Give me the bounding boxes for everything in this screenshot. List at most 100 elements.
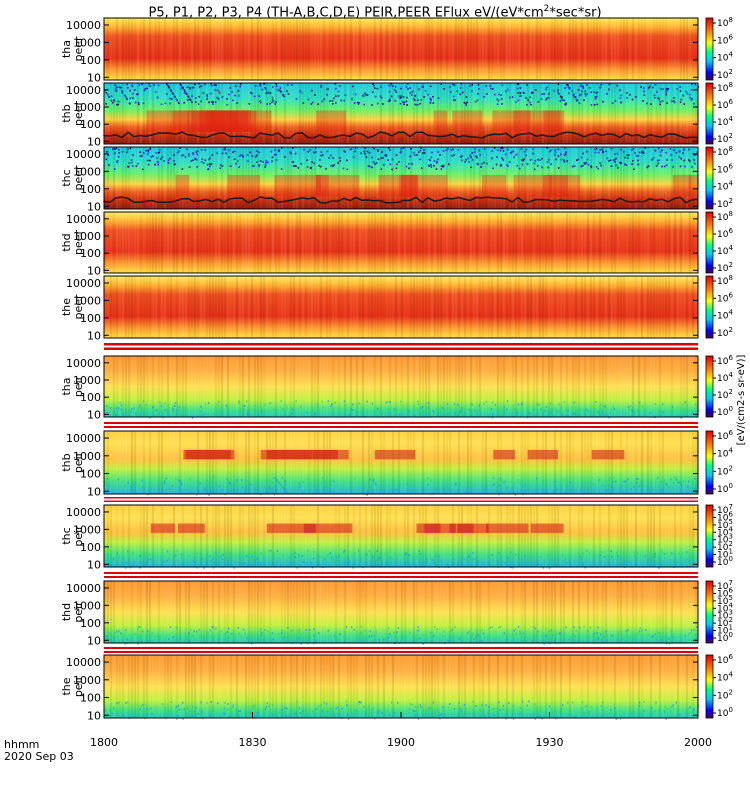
ylabel-line: peir [72, 375, 85, 397]
spectrogram-panel-tha-peer: 10000 1000 100 10 tha peer 108 106 104 102 [60, 16, 733, 84]
ylabel-line: thd [60, 233, 73, 251]
ytick-label: 10 [87, 329, 101, 342]
ylabel-line: the [60, 298, 73, 316]
colorbar-tha-peir: 106 104 102 100 [705, 354, 733, 418]
colorbar-tick-label: 104 [717, 371, 733, 384]
xtick-label: 2000 [684, 736, 712, 749]
title-superscript: 2 [543, 4, 550, 14]
ytick-label: 1000 [73, 165, 101, 178]
colorbar-thc-peer: 108 106 104 102 [705, 145, 733, 210]
ytick-label: 1000 [73, 230, 101, 243]
ylabel-line: peer [72, 36, 85, 62]
ytick-label: 1000 [73, 374, 101, 387]
ytick-label: 100 [80, 54, 101, 67]
colorbar-tick-label: 102 [717, 261, 733, 274]
colorbar-tick-label: 105 [717, 594, 733, 607]
colorbar-tick-label: 105 [717, 518, 733, 531]
ytick-label: 10 [87, 71, 101, 84]
colorbar-tick-label: 104 [717, 601, 733, 614]
ytick-label: 1000 [73, 674, 101, 687]
ylabel-line: the [60, 677, 73, 695]
ylabel-line: thb [60, 453, 73, 471]
title-tail: *sec*sr) [549, 5, 602, 21]
colorbar-unit-label: [eV/(cm2-s sr-eV)] [736, 354, 747, 445]
data-gap-bar [104, 497, 698, 502]
colorbar-tick-label: 100 [717, 631, 733, 644]
colorbar-tick-label: 102 [717, 326, 733, 339]
colorbar-tick-label: 104 [717, 51, 733, 64]
ytick-label: 100 [80, 312, 101, 325]
ytick-label: 1000 [73, 523, 101, 536]
colorbar-tick-label: 108 [717, 16, 733, 29]
colorbar-tick-label: 106 [717, 33, 733, 46]
colorbar-tick-label: 106 [717, 429, 733, 442]
colorbar-thb-peer: 108 106 104 102 [705, 81, 733, 145]
colorbar-tick-label: 104 [717, 115, 733, 128]
colorbar-tick-label: 102 [717, 388, 733, 401]
ytick-label: 1000 [73, 599, 101, 612]
ylabel-line: peer [72, 230, 85, 256]
ytick-label: 100 [80, 391, 101, 404]
ytick-label: 100 [80, 118, 101, 131]
ytick-label: 1000 [73, 294, 101, 307]
chart-title: P5, P1, P2, P3, P4 (TH-A,B,C,D,E) PEIR,P… [0, 0, 750, 22]
ytick-label: 100 [80, 541, 101, 554]
colorbar-tick-label: 101 [717, 548, 733, 561]
ytick-label: 10000 [66, 582, 101, 595]
colorbar-tick-label: 104 [717, 525, 733, 538]
colorbar-tick-label: 100 [717, 706, 733, 719]
ytick-label: 10 [87, 485, 101, 498]
ylabel-line: thd [60, 603, 73, 621]
ytick-label: 10 [87, 558, 101, 571]
spectrogram-panel-the-peir: 10000 1000 100 10 the peir 106 104 102 100 [60, 653, 733, 722]
spectrogram-panel-thc-peer: 10000 1000 100 10 thc peer 108 106 104 102 [60, 145, 733, 213]
ylabel-line: thc [60, 169, 73, 186]
spectrogram-panel-thd-peer: 10000 1000 100 10 thd peer 108 106 104 102 [60, 210, 733, 277]
spectrogram-panel-thb-peir: 10000 1000 100 10 thb peir 106 104 102 100 [60, 429, 733, 498]
colorbar-tha-peer: 108 106 104 102 [705, 16, 733, 81]
ytick-label: 10000 [66, 84, 101, 97]
colorbar-tick-label: 106 [717, 162, 733, 175]
ylabel-line: thb [60, 104, 73, 122]
data-gap-bar [104, 572, 698, 578]
ylabel-line: peer [72, 101, 85, 127]
colorbar-tick-label: 101 [717, 624, 733, 637]
ytick-label: 100 [80, 183, 101, 196]
colorbar-tick-label: 100 [717, 405, 733, 418]
colorbar-tick-label: 107 [717, 579, 733, 592]
colorbar-tick-label: 104 [717, 244, 733, 257]
ytick-label: 100 [80, 468, 101, 481]
ytick-label: 10000 [66, 19, 101, 32]
ylabel-line: peir [72, 451, 85, 473]
ylabel-line: peir [72, 675, 85, 697]
colorbar-tick-label: 102 [717, 68, 733, 81]
xaxis-label-hhmm: hhmm [4, 738, 39, 751]
colorbar-tick-label: 102 [717, 197, 733, 210]
ytick-label: 10 [87, 408, 101, 421]
data-gap-bar [104, 422, 698, 428]
colorbar-tick-label: 108 [717, 145, 733, 158]
ytick-label: 100 [80, 617, 101, 630]
colorbar-the-peir: 106 104 102 100 [705, 653, 733, 719]
colorbar-the-peer: 108 106 104 102 [705, 274, 733, 339]
colorbar-thd-peer: 108 106 104 102 [705, 210, 733, 274]
colorbar-tick-label: 106 [717, 98, 733, 111]
ylabel-line: peer [72, 165, 85, 191]
ytick-label: 10000 [66, 213, 101, 226]
colorbar-tick-label: 104 [717, 180, 733, 193]
colorbar-tick-label: 104 [717, 671, 733, 684]
xtick-label: 1800 [90, 736, 118, 749]
data-gap-bar [104, 343, 698, 350]
ylabel-line: tha [60, 40, 73, 58]
xaxis-label-date: 2020 Sep 03 [4, 750, 74, 763]
colorbar-tick-label: 103 [717, 533, 733, 546]
ylabel-line: tha [60, 377, 73, 395]
colorbar-tick-label: 106 [717, 510, 733, 523]
colorbar-tick-label: 108 [717, 81, 733, 94]
colorbar-tick-label: 100 [717, 555, 733, 568]
ytick-label: 1000 [73, 36, 101, 49]
ytick-label: 10000 [66, 277, 101, 290]
colorbar-tick-label: 108 [717, 210, 733, 223]
